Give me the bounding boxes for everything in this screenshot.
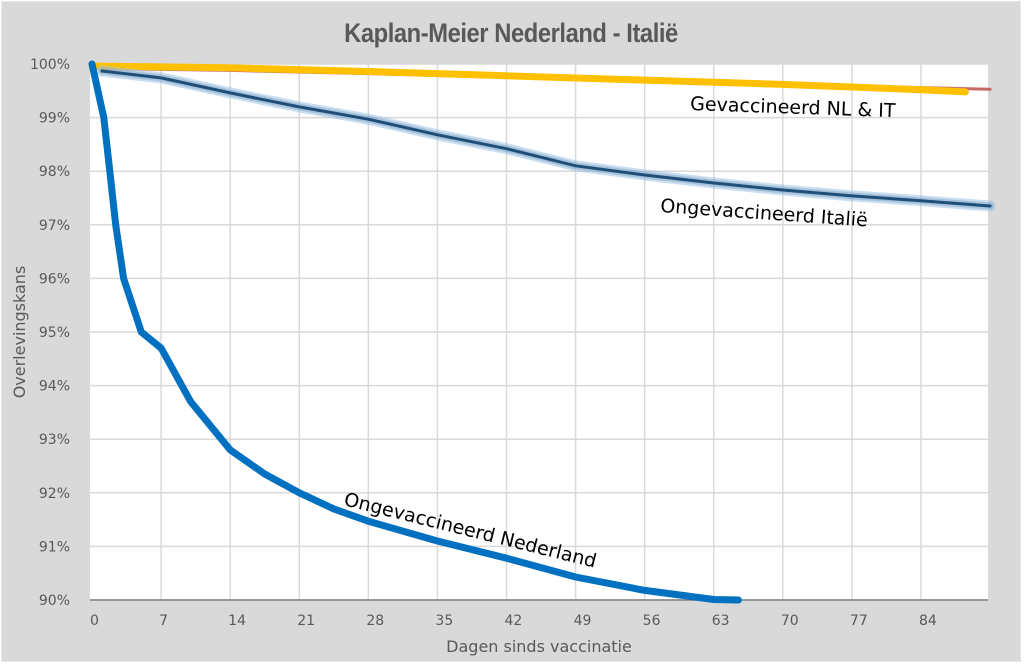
y-tick-label: 90% [39,593,70,609]
series-line-gevaccineerd-nl-it-nederland- [88,62,969,96]
x-tick-label: 56 [643,613,661,629]
x-tick-label: 14 [228,613,246,629]
x-tick-label: 0 [90,613,99,629]
x-tick-label: 42 [505,613,523,629]
x-tick-label: 35 [435,613,453,629]
y-tick-label: 94% [39,379,70,395]
x-tick-label: 49 [574,613,592,629]
series-lines [88,60,996,604]
series-line-ongevaccineerd-nederland [88,60,742,604]
y-tick-label: 92% [39,486,70,502]
y-tick-label: 98% [39,164,70,180]
y-tick-label: 99% [39,111,70,127]
x-tick-label: 21 [297,613,315,629]
x-tick-label: 63 [712,613,730,629]
y-tick-label: 96% [39,271,70,287]
series-line-ongevaccineerd-itali- [100,69,992,208]
y-tick-label: 97% [39,218,70,234]
x-tick-label: 70 [781,613,799,629]
y-axis-title: Overlevingskans [10,266,29,399]
y-tick-label: 100% [30,57,70,73]
x-axis-ticks: 0 7 14 21 28 35 42 49 56 63 70 77 84 [90,613,937,629]
y-axis-ticks: 90% 91% 92% 93% 94% 95% 96% 97% 98% 99% 100% [30,57,70,609]
y-tick-label: 93% [39,432,70,448]
y-tick-label: 95% [39,325,70,341]
chart-title: Kaplan-Meier Nederland - Italië [344,18,678,48]
x-tick-label: 84 [919,613,937,629]
x-tick-label: 7 [159,613,168,629]
x-tick-label: 28 [366,613,384,629]
x-tick-label: 77 [850,613,868,629]
y-tick-label: 91% [39,539,70,555]
x-axis-title: Dagen sinds vaccinatie [446,637,632,656]
